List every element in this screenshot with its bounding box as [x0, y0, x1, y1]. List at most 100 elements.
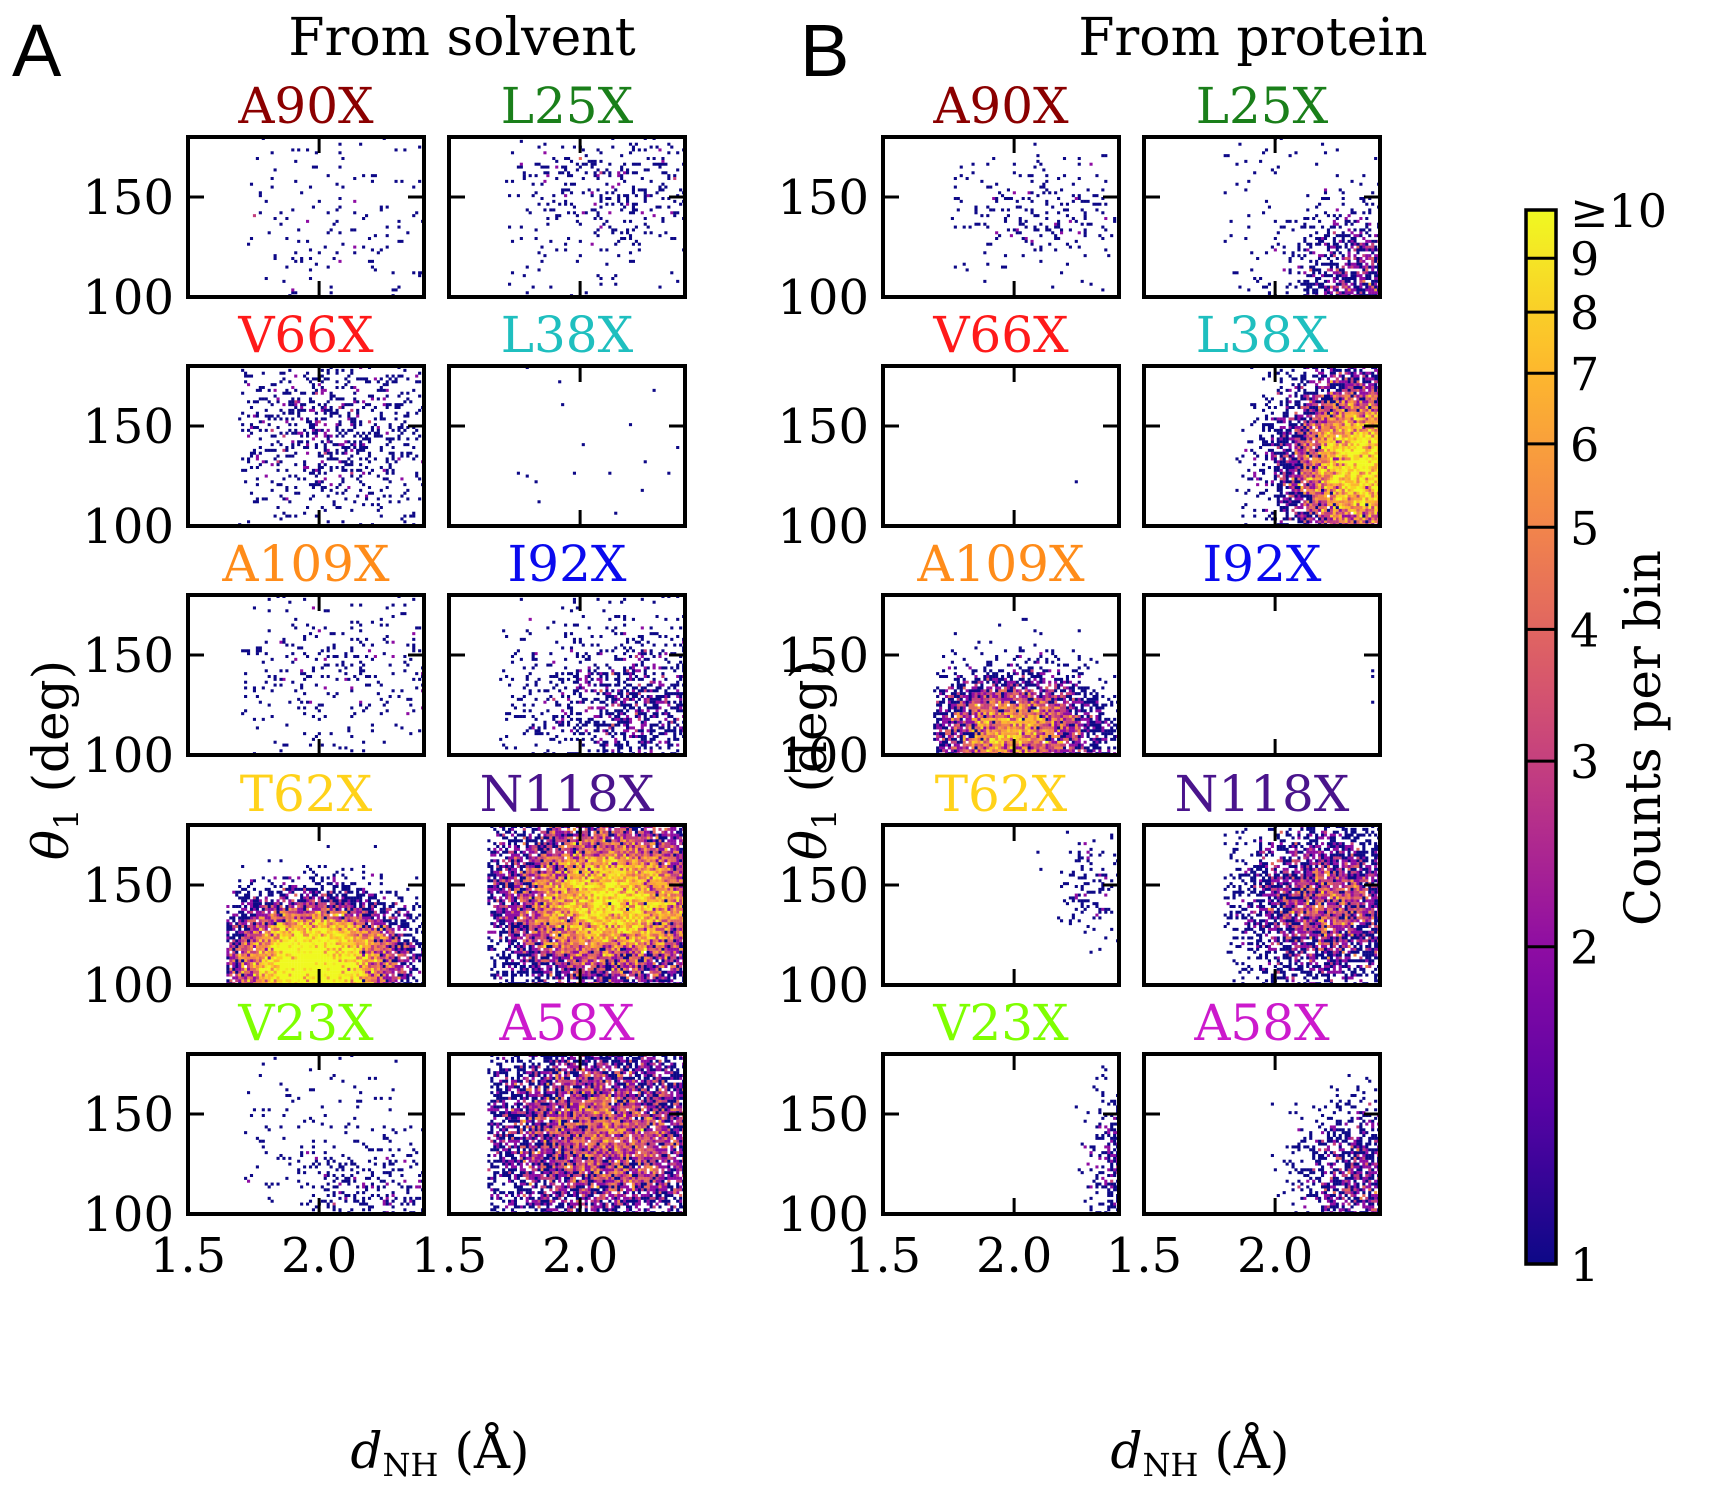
histogram-bin — [611, 723, 615, 727]
histogram-bin — [534, 683, 538, 687]
histogram-bin — [643, 893, 647, 897]
histogram-bin — [326, 400, 330, 404]
histogram-bin — [608, 876, 612, 880]
histogram-bin — [649, 749, 653, 753]
histogram-bin — [317, 956, 321, 960]
histogram-bin — [320, 899, 324, 903]
histogram-bin — [255, 646, 259, 650]
histogram-bin — [558, 930, 562, 934]
histogram-bin — [415, 474, 419, 478]
histogram-bin — [596, 927, 600, 931]
histogram-bin — [264, 970, 268, 974]
histogram-bin — [226, 970, 230, 974]
histogram-bin — [646, 689, 650, 693]
histogram-bin — [593, 856, 597, 860]
histogram-bin — [344, 913, 348, 917]
histogram-bin — [534, 717, 538, 721]
histogram-bin — [311, 913, 315, 917]
histogram-bin — [543, 916, 547, 920]
histogram-bin — [326, 265, 330, 269]
histogram-bin — [596, 234, 600, 238]
histogram-bin — [519, 697, 523, 701]
histogram-bin — [608, 893, 612, 897]
histogram-bin — [267, 979, 271, 983]
histogram-bin — [508, 712, 512, 716]
histogram-bin — [649, 689, 653, 693]
histogram-bin — [628, 916, 633, 920]
histogram-bin — [673, 965, 677, 969]
histogram-bin — [590, 643, 594, 647]
histogram-bin — [320, 388, 324, 392]
histogram-bin — [367, 910, 372, 914]
histogram-bin — [264, 497, 268, 501]
histogram-bin — [350, 867, 354, 871]
histogram-bin — [531, 942, 535, 946]
histogram-bin — [628, 839, 633, 843]
histogram-bin — [397, 933, 401, 937]
histogram-bin — [367, 237, 372, 241]
histogram-bin — [578, 254, 582, 258]
histogram-bin — [279, 211, 283, 215]
histogram-bin — [300, 979, 304, 983]
histogram-bin — [323, 443, 327, 447]
histogram-bin — [356, 887, 360, 891]
histogram-bin — [370, 945, 374, 949]
histogram-bin — [350, 967, 354, 971]
histogram-bin — [620, 709, 624, 713]
histogram-bin — [344, 936, 348, 940]
histogram-bin — [332, 967, 336, 971]
histogram-bin — [323, 411, 327, 415]
histogram-bin — [540, 197, 544, 201]
histogram-bin — [394, 942, 398, 946]
histogram-bin — [341, 451, 345, 455]
histogram-bin — [311, 947, 315, 951]
histogram-bins — [516, 366, 680, 515]
histogram-bin — [581, 953, 585, 957]
histogram-bin — [584, 907, 588, 911]
histogram-bin — [540, 879, 544, 883]
histogram-bin — [323, 626, 327, 630]
histogram-bin — [282, 953, 286, 957]
histogram-bin — [537, 145, 541, 149]
histogram-bin — [676, 743, 680, 747]
histogram-bin — [537, 896, 541, 900]
histogram-bin — [285, 939, 289, 943]
histogram-bin — [288, 976, 292, 980]
histogram-bin — [264, 973, 268, 977]
histogram-bin — [350, 646, 354, 650]
histogram-bin — [546, 885, 550, 889]
histogram-bin — [350, 890, 354, 894]
histogram-bin — [620, 896, 624, 900]
histogram-bin — [584, 677, 588, 681]
histogram-bin — [291, 916, 295, 920]
histogram-bin — [353, 956, 357, 960]
histogram-bin — [320, 428, 324, 432]
histogram-bin — [347, 890, 351, 894]
histogram-bin — [252, 967, 256, 971]
histogram-bin — [252, 414, 256, 418]
histogram-bin — [403, 942, 407, 946]
histogram-bin — [356, 899, 360, 903]
histogram-bin — [623, 907, 627, 911]
histogram-bin — [314, 893, 318, 897]
histogram-bin — [297, 956, 301, 960]
histogram-bin — [350, 942, 354, 946]
histogram-bin — [608, 712, 612, 716]
histogram-bin — [356, 913, 360, 917]
histogram-bin — [238, 967, 242, 971]
histogram-bin — [412, 709, 416, 713]
histogram-bin — [356, 919, 360, 923]
histogram-bin — [282, 882, 286, 886]
histogram-bin — [599, 225, 603, 229]
histogram-bin — [388, 930, 392, 934]
histogram-bin — [602, 910, 606, 914]
histogram-bin — [575, 675, 579, 679]
histogram-bin — [291, 907, 295, 911]
histogram-bin — [569, 709, 574, 713]
histogram-bin — [649, 967, 653, 971]
histogram-bin — [549, 833, 553, 837]
histogram-bin — [543, 165, 547, 169]
histogram-bin — [569, 182, 574, 186]
histogram-bin — [679, 700, 683, 704]
histogram-bin — [320, 488, 324, 492]
